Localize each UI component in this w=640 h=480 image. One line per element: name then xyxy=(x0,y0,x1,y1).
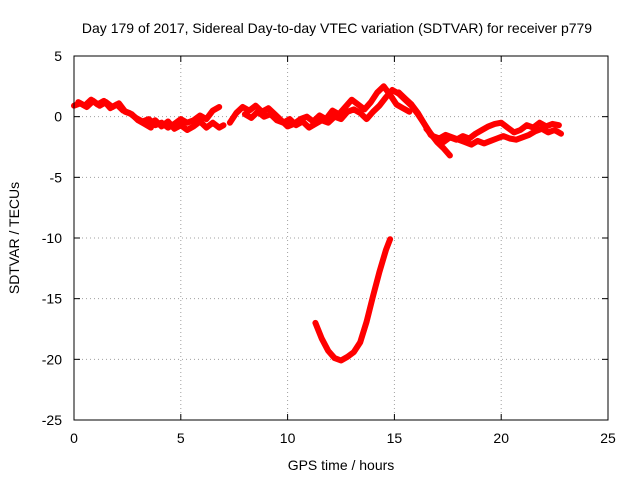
series-line-8 xyxy=(312,236,394,364)
series-line-2 xyxy=(75,96,223,131)
series-line-7 xyxy=(423,125,564,148)
series-line-6 xyxy=(395,89,562,146)
x-tick-label: 5 xyxy=(177,430,185,446)
x-tick-label: 10 xyxy=(280,430,296,446)
y-tick-label: -20 xyxy=(42,351,62,367)
x-tick-label: 15 xyxy=(387,430,403,446)
y-axis-label: SDTVAR / TECUs xyxy=(6,182,22,294)
y-tick-label: -5 xyxy=(50,169,63,185)
chart-title: Day 179 of 2017, Sidereal Day-to-day VTE… xyxy=(82,20,592,36)
series-line-5 xyxy=(241,87,453,159)
y-tick-label: 5 xyxy=(54,48,62,64)
y-tick-label: -10 xyxy=(42,230,62,246)
x-axis-label: GPS time / hours xyxy=(288,457,395,473)
axis-ticks: 0 5 10 15 20 25 -25 -20 -15 -10 -5 0 5 xyxy=(42,48,616,446)
y-tick-label: 0 xyxy=(54,109,62,125)
grid-lines xyxy=(74,56,608,420)
x-tick-label: 0 xyxy=(70,430,78,446)
y-tick-label: -15 xyxy=(42,291,62,307)
series-layer xyxy=(71,83,564,364)
y-tick-label: -25 xyxy=(42,412,62,428)
x-tick-label: 25 xyxy=(600,430,616,446)
x-tick-label: 20 xyxy=(493,430,509,446)
series-line-3 xyxy=(145,117,227,133)
